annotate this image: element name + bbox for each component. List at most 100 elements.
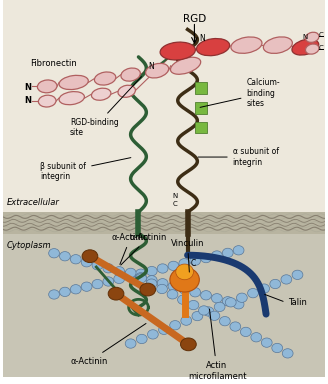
Ellipse shape (160, 42, 195, 60)
Text: N: N (302, 34, 307, 40)
Ellipse shape (108, 287, 124, 300)
Ellipse shape (190, 288, 201, 297)
Ellipse shape (59, 252, 70, 261)
Ellipse shape (305, 44, 319, 54)
Ellipse shape (170, 268, 199, 292)
Ellipse shape (281, 275, 292, 284)
Ellipse shape (92, 261, 103, 270)
Text: Fibronectin: Fibronectin (31, 59, 77, 68)
Ellipse shape (157, 284, 167, 294)
Ellipse shape (157, 279, 168, 288)
Text: Cytoplasm: Cytoplasm (7, 242, 51, 250)
Ellipse shape (240, 327, 251, 336)
Ellipse shape (251, 333, 262, 342)
Ellipse shape (81, 258, 92, 267)
Bar (195, 102, 207, 114)
Ellipse shape (92, 88, 111, 100)
Ellipse shape (168, 261, 179, 271)
Ellipse shape (231, 37, 262, 53)
Ellipse shape (148, 330, 158, 339)
Text: N: N (173, 193, 178, 199)
Ellipse shape (125, 270, 135, 279)
Text: C: C (173, 201, 178, 207)
Ellipse shape (305, 32, 319, 42)
Ellipse shape (259, 284, 270, 293)
Ellipse shape (49, 248, 59, 258)
Ellipse shape (59, 287, 70, 296)
Text: N: N (25, 83, 31, 92)
Ellipse shape (181, 316, 192, 325)
Ellipse shape (196, 38, 230, 56)
Ellipse shape (230, 322, 241, 331)
Ellipse shape (209, 311, 220, 321)
Ellipse shape (135, 269, 146, 278)
Ellipse shape (179, 285, 190, 294)
Ellipse shape (71, 255, 81, 264)
Ellipse shape (157, 264, 168, 273)
Ellipse shape (233, 246, 244, 255)
Text: Calcium-
binding
sites: Calcium- binding sites (200, 78, 280, 108)
Ellipse shape (214, 302, 225, 311)
Ellipse shape (146, 63, 169, 78)
Ellipse shape (82, 250, 98, 263)
Ellipse shape (103, 263, 114, 273)
Text: Talin: Talin (288, 298, 307, 307)
Ellipse shape (212, 294, 222, 303)
Bar (3, 233, 325, 377)
Text: Actin
microfilament: Actin microfilament (188, 309, 246, 381)
Text: α-Actinin: α-Actinin (112, 233, 149, 265)
Text: α-Actinin: α-Actinin (71, 323, 146, 366)
Ellipse shape (203, 307, 214, 316)
Ellipse shape (114, 274, 125, 283)
Ellipse shape (94, 72, 116, 85)
Ellipse shape (146, 276, 157, 285)
Ellipse shape (177, 295, 188, 305)
Ellipse shape (125, 339, 136, 348)
Ellipse shape (222, 248, 233, 258)
Text: Extracellular: Extracellular (7, 198, 60, 207)
Ellipse shape (81, 282, 92, 291)
Text: Vinculin: Vinculin (171, 239, 204, 272)
Ellipse shape (222, 296, 233, 306)
Ellipse shape (179, 259, 190, 268)
Text: β subunit of
integrin: β subunit of integrin (40, 157, 131, 182)
Ellipse shape (168, 281, 179, 291)
Ellipse shape (261, 338, 272, 347)
Ellipse shape (59, 75, 88, 89)
Ellipse shape (38, 95, 56, 107)
Ellipse shape (188, 300, 199, 310)
Text: C: C (319, 32, 324, 38)
Ellipse shape (125, 271, 135, 281)
Ellipse shape (136, 334, 147, 344)
Ellipse shape (201, 291, 212, 300)
Ellipse shape (225, 298, 236, 307)
Text: N: N (25, 96, 31, 105)
Ellipse shape (272, 343, 283, 353)
Ellipse shape (59, 92, 84, 105)
Ellipse shape (146, 266, 157, 276)
Text: C: C (319, 45, 324, 51)
Ellipse shape (167, 290, 178, 299)
Ellipse shape (236, 293, 247, 303)
Ellipse shape (233, 300, 244, 309)
Ellipse shape (92, 280, 103, 289)
Ellipse shape (125, 268, 136, 278)
Ellipse shape (136, 273, 147, 283)
Text: N: N (199, 34, 205, 43)
Ellipse shape (140, 283, 155, 296)
Ellipse shape (248, 288, 258, 298)
Text: α subunit of
integrin: α subunit of integrin (198, 147, 279, 167)
Ellipse shape (212, 251, 222, 260)
Text: α-Actinin: α-Actinin (121, 233, 167, 265)
Ellipse shape (292, 39, 319, 55)
Ellipse shape (135, 273, 146, 282)
Ellipse shape (146, 279, 157, 288)
Ellipse shape (159, 325, 169, 334)
Ellipse shape (118, 85, 135, 97)
Ellipse shape (176, 264, 194, 280)
Ellipse shape (282, 349, 293, 358)
Ellipse shape (71, 285, 81, 294)
Bar (3, 0, 325, 212)
Ellipse shape (121, 68, 140, 81)
Ellipse shape (192, 311, 203, 321)
